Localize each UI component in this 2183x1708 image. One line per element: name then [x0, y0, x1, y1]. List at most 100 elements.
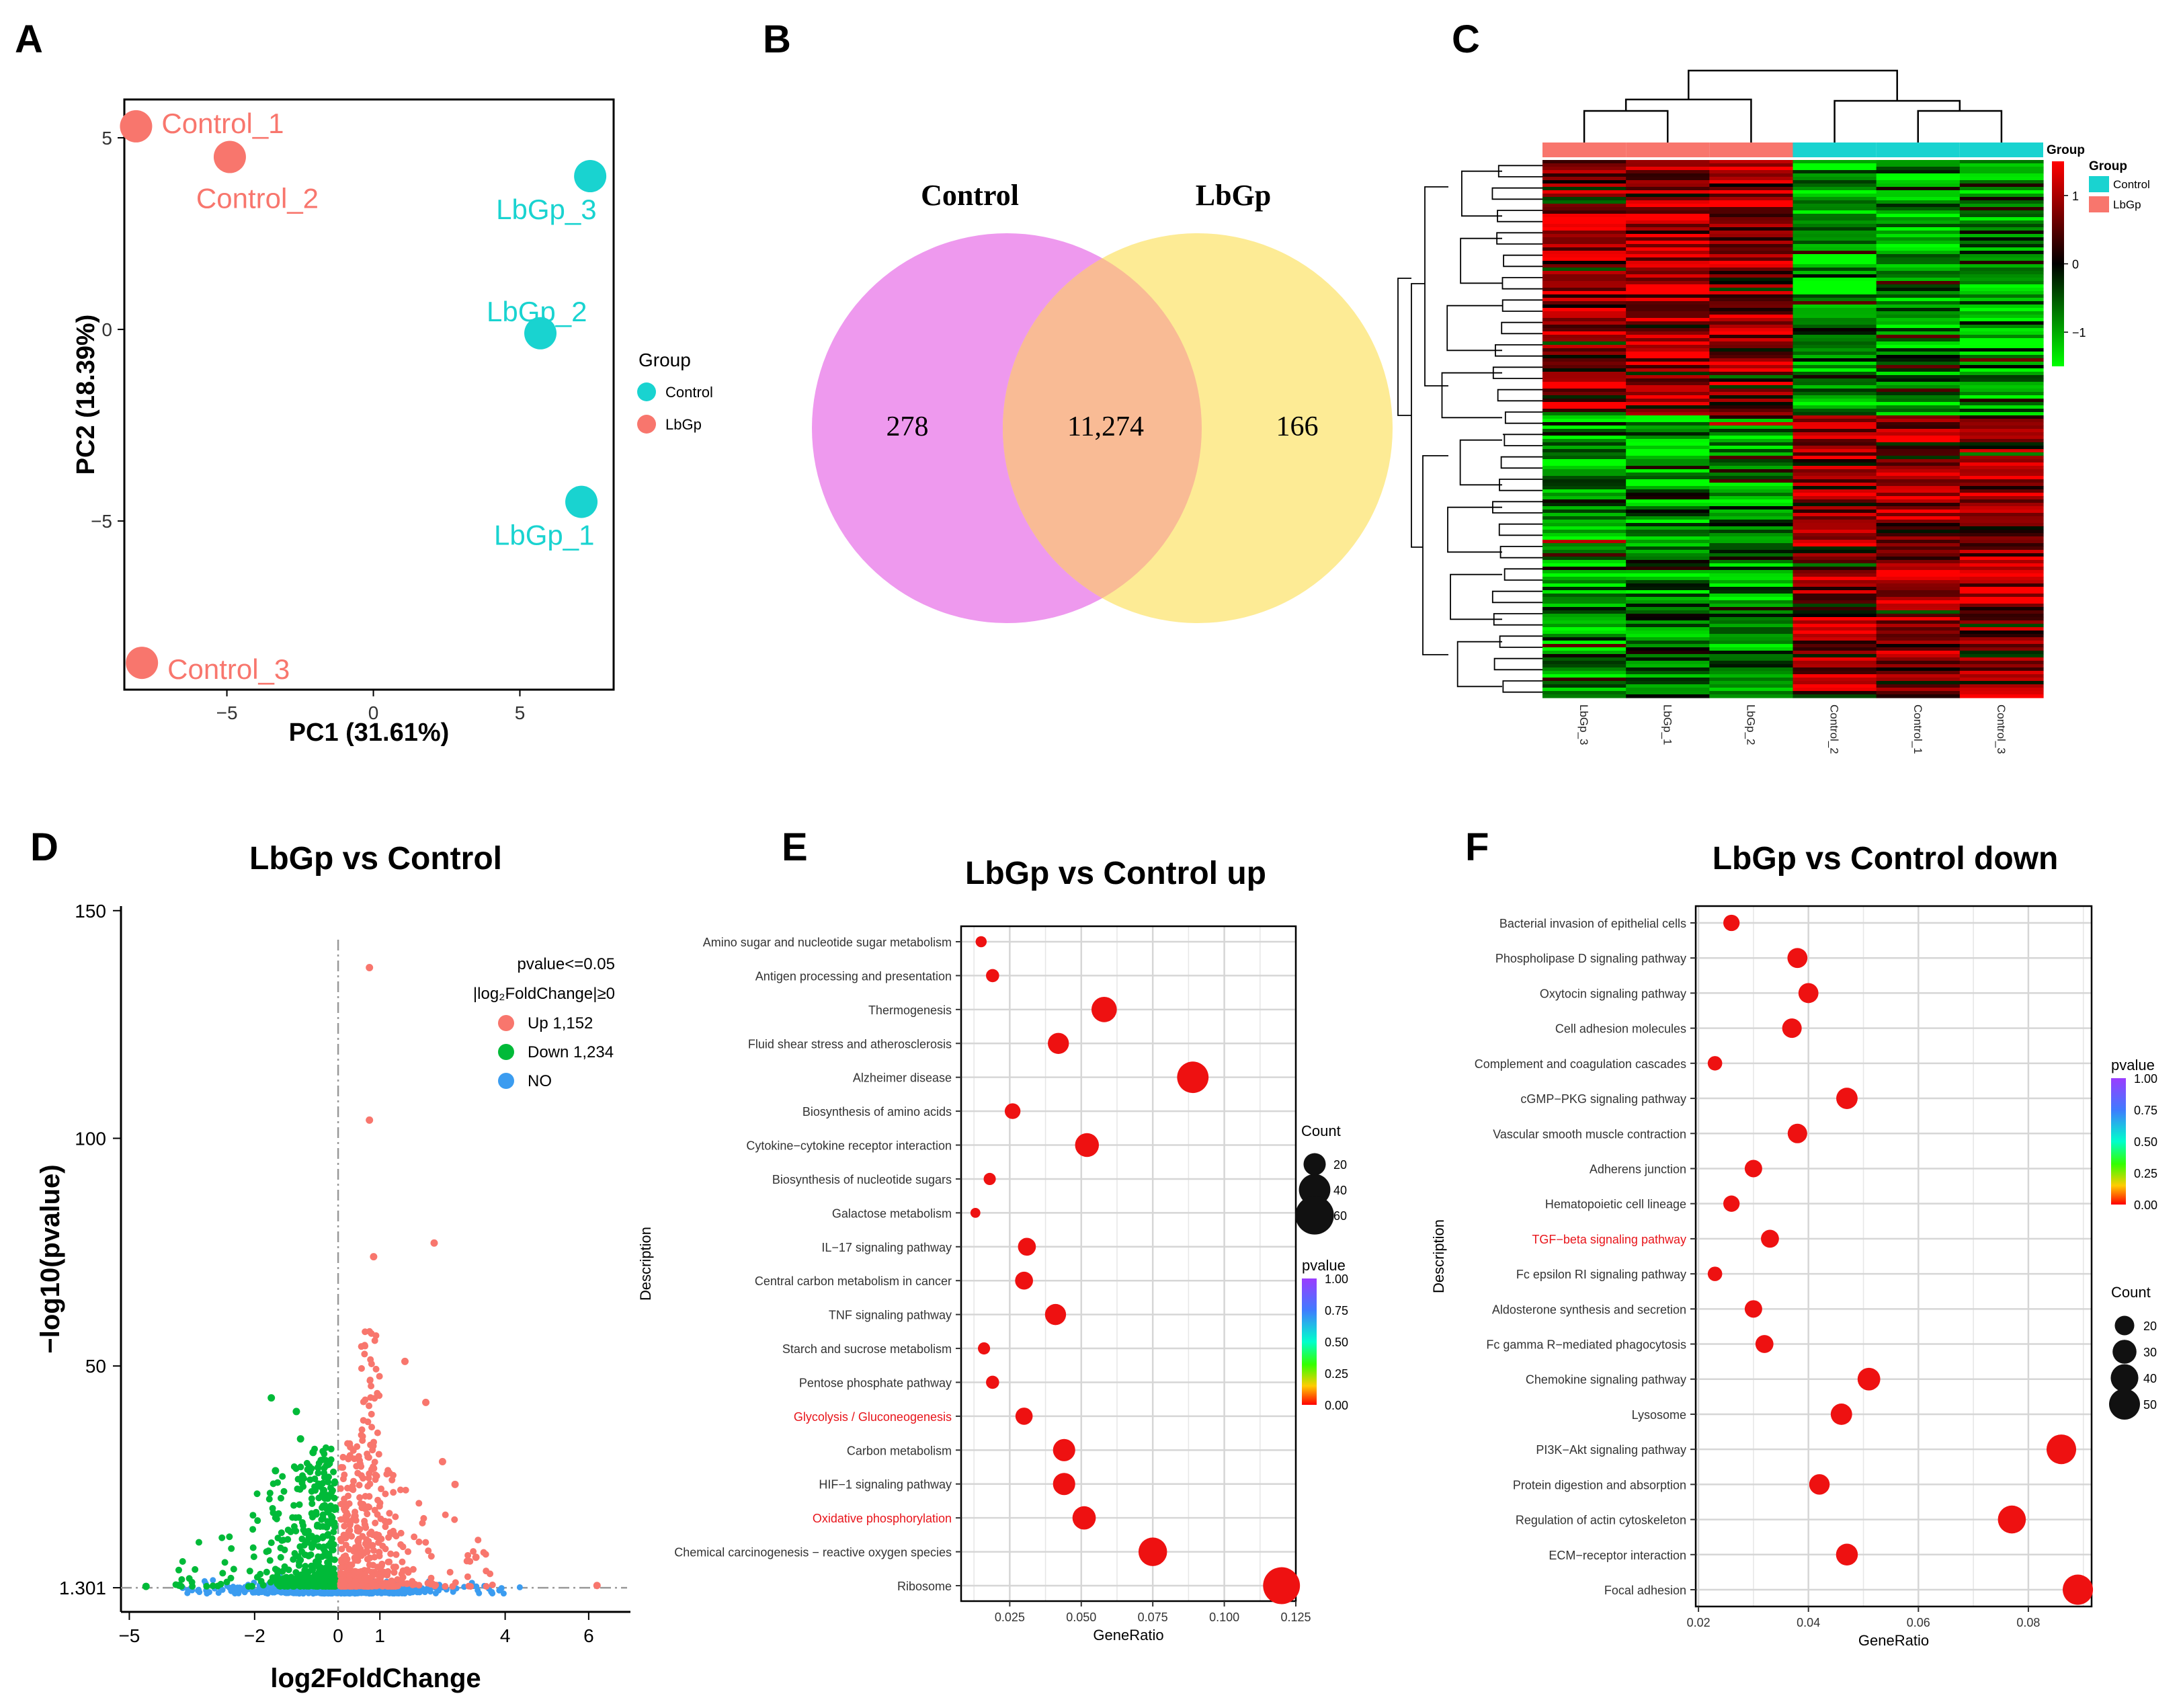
volcano-point — [313, 1508, 320, 1516]
volcano-point — [327, 1445, 335, 1453]
heatmap-cell — [1959, 399, 2044, 403]
pca-point — [120, 110, 153, 143]
volcano-point — [405, 1569, 412, 1576]
heatmap-cell — [1626, 483, 1710, 487]
heatmap-cell — [1542, 308, 1626, 312]
heatmap-cell — [1876, 227, 1961, 231]
heatmap-cell — [1709, 436, 1794, 440]
heatmap-cell — [1959, 170, 2044, 174]
volcano-point — [308, 1581, 316, 1588]
volcano-point — [312, 1561, 319, 1568]
volcano-point — [281, 1546, 288, 1553]
heatmap-cell — [1876, 187, 1961, 191]
heatmap-cell — [1793, 651, 1877, 655]
heatmap-cell — [1959, 573, 2044, 577]
heatmap-cell — [1542, 580, 1626, 584]
heatmap-cell — [1709, 563, 1794, 567]
heatmap-cell — [1793, 577, 1877, 581]
heatmap-cell — [1876, 311, 1961, 315]
heatmap-cell — [1626, 600, 1710, 604]
volcano-point — [393, 1551, 400, 1558]
heatmap-cell — [1542, 513, 1626, 517]
heatmap-cell — [1626, 597, 1710, 601]
heatmap-cell — [1709, 681, 1794, 685]
heatmap-cell — [1876, 204, 1961, 208]
volcano-point — [349, 1477, 357, 1485]
volcano-point — [500, 1590, 507, 1597]
heatmap-cell — [1542, 577, 1626, 581]
heatmap-cell — [1709, 473, 1794, 477]
term-dot — [1744, 1300, 1762, 1318]
volcano-point — [321, 1469, 328, 1477]
panel-letter-B: B — [763, 17, 791, 61]
volcano-point — [294, 1572, 301, 1580]
volcano-point — [321, 1573, 328, 1580]
plot-border — [1694, 905, 2093, 1608]
heatmap-cell — [1793, 325, 1877, 329]
volcano-point — [325, 1461, 332, 1469]
heatmap-cell — [1959, 681, 2044, 685]
heatmap-cell — [1542, 214, 1626, 218]
heatmap-cell — [1542, 194, 1626, 198]
size-legend-label: 30 — [2143, 1346, 2157, 1359]
heatmap-cell — [1876, 231, 1961, 235]
heatmap-cell — [1876, 244, 1961, 248]
legend-key — [498, 1073, 514, 1089]
term-dot — [975, 936, 987, 948]
heatmap-cell — [1542, 446, 1626, 450]
heatmap-cell — [1709, 664, 1794, 668]
volcano-point — [302, 1562, 309, 1570]
heatmap-cell — [1876, 600, 1961, 604]
volcano-point — [178, 1576, 186, 1583]
heatmap-cell — [1542, 298, 1626, 302]
x-tick-label: 0.08 — [2016, 1616, 2040, 1629]
heatmap-cell — [1626, 486, 1710, 490]
volcano-point — [356, 1494, 364, 1501]
volcano-point — [272, 1467, 280, 1475]
heatmap-cell — [1709, 486, 1794, 490]
heatmap-cell — [1626, 634, 1710, 638]
heatmap-cell — [1626, 442, 1710, 446]
heatmap-cell — [1959, 231, 2044, 235]
heatmap-cell — [1626, 163, 1710, 167]
heatmap-cell — [1793, 304, 1877, 309]
volcano-point — [371, 1459, 378, 1466]
heatmap-cell — [1709, 641, 1794, 645]
heatmap-cell — [1793, 560, 1877, 564]
heatmap-cell — [1793, 573, 1877, 577]
volcano-point — [230, 1565, 237, 1573]
heatmap-cell — [1709, 607, 1794, 611]
heatmap-cell — [1626, 439, 1710, 443]
volcano-point — [266, 1557, 274, 1564]
heatmap-cell — [1876, 234, 1961, 238]
heatmap-cell — [1959, 338, 2044, 342]
heatmap-cell — [1876, 631, 1961, 635]
heatmap-cell — [1709, 594, 1794, 598]
heatmap-cell — [1542, 594, 1626, 598]
heatmap-cell — [1793, 365, 1877, 369]
heatmap-cell — [1793, 224, 1877, 228]
heatmap-cell — [1542, 543, 1626, 547]
volcano-point — [374, 1563, 381, 1571]
heatmap-cell — [1876, 429, 1961, 433]
heatmap-cell — [1542, 442, 1626, 446]
x-tick-label: 0.06 — [1907, 1616, 1930, 1629]
heatmap-cell — [1793, 170, 1877, 174]
heatmap-cell — [1709, 503, 1794, 507]
heatmap-cell — [1793, 634, 1877, 638]
heatmap-cell — [1959, 654, 2044, 658]
term-dot — [1830, 1404, 1852, 1425]
heatmap-cell — [1959, 567, 2044, 571]
heatmap-cell — [1793, 382, 1877, 386]
heatmap-cell — [1793, 614, 1877, 618]
term-dot — [1072, 1506, 1096, 1530]
pca-point — [565, 485, 598, 518]
heatmap-cell — [1959, 375, 2044, 379]
heatmap-cell — [1876, 409, 1961, 413]
volcano-point — [368, 1360, 375, 1368]
heatmap-cell — [1959, 331, 2044, 335]
heatmap-cell — [1709, 600, 1794, 604]
volcano-point — [341, 1555, 349, 1563]
heatmap-cell — [1793, 200, 1877, 204]
y-tick-label: 100 — [75, 1128, 106, 1149]
